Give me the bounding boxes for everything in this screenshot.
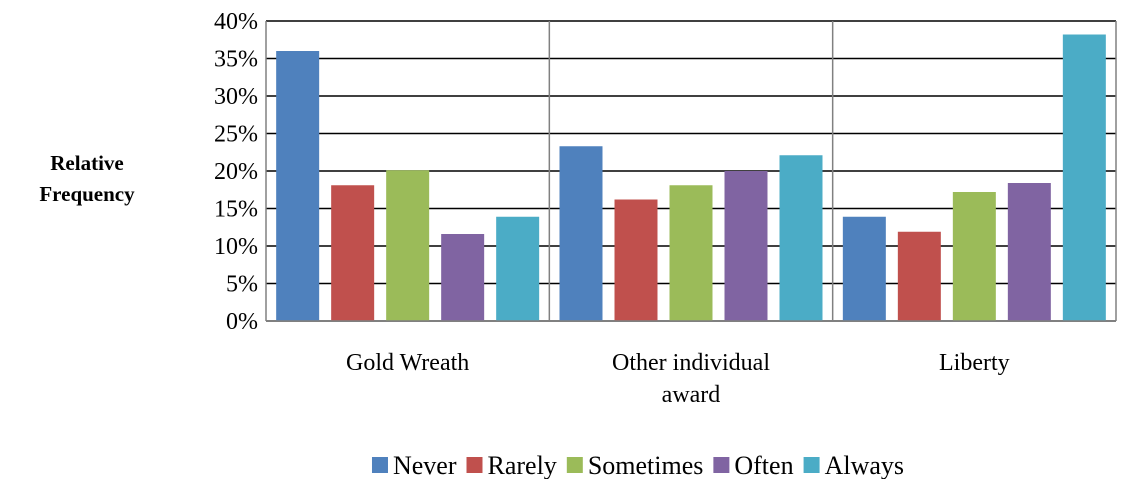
bar	[559, 146, 603, 321]
legend-swatch	[803, 457, 820, 473]
y-tick-label: 30%	[214, 84, 258, 110]
y-tick-label: 5%	[226, 272, 258, 298]
y-axis-label: Relative Frequency	[39, 151, 135, 206]
y-axis-title: Relative Frequency	[39, 151, 135, 206]
bar	[842, 216, 886, 321]
bar	[386, 170, 430, 321]
legend-swatch	[566, 457, 583, 473]
bar	[779, 155, 823, 321]
y-tick-label: 35%	[214, 47, 258, 73]
bar	[897, 231, 941, 321]
bar	[724, 171, 768, 321]
bar	[952, 192, 996, 321]
y-tick-label: 10%	[214, 234, 258, 260]
x-category-label: Gold Wreath	[346, 350, 469, 376]
legend-label: Always	[825, 451, 904, 479]
bar	[669, 185, 713, 321]
x-category-labels: Gold Wreath Other individual award Liberty	[346, 350, 1010, 408]
y-tick-label: 25%	[214, 122, 258, 148]
bar	[614, 199, 658, 321]
bar	[1062, 34, 1106, 321]
legend: Never Rarely Sometimes Often Always	[371, 451, 904, 479]
legend-swatch	[371, 457, 388, 473]
bar	[331, 185, 375, 321]
bar	[441, 234, 485, 321]
bar	[496, 216, 540, 321]
bars	[276, 34, 1106, 321]
legend-swatch	[713, 457, 730, 473]
x-category-label: Other individual award	[612, 350, 770, 408]
y-tick-label: 40%	[214, 9, 258, 35]
y-tick-label: 20%	[214, 159, 258, 185]
y-tick-label: 0%	[226, 309, 258, 335]
legend-label: Sometimes	[588, 451, 704, 479]
legend-label: Often	[734, 451, 793, 479]
legend-swatch	[466, 457, 483, 473]
y-tick-labels: 0% 5% 10% 15% 20% 25% 30% 35% 40%	[214, 9, 258, 335]
y-tick-label: 15%	[214, 197, 258, 223]
legend-label: Rarely	[488, 451, 557, 479]
x-category-label: Liberty	[939, 350, 1010, 376]
legend-label: Never	[393, 451, 457, 479]
bar	[1007, 183, 1051, 321]
bar	[276, 51, 320, 321]
axes	[265, 21, 1117, 322]
